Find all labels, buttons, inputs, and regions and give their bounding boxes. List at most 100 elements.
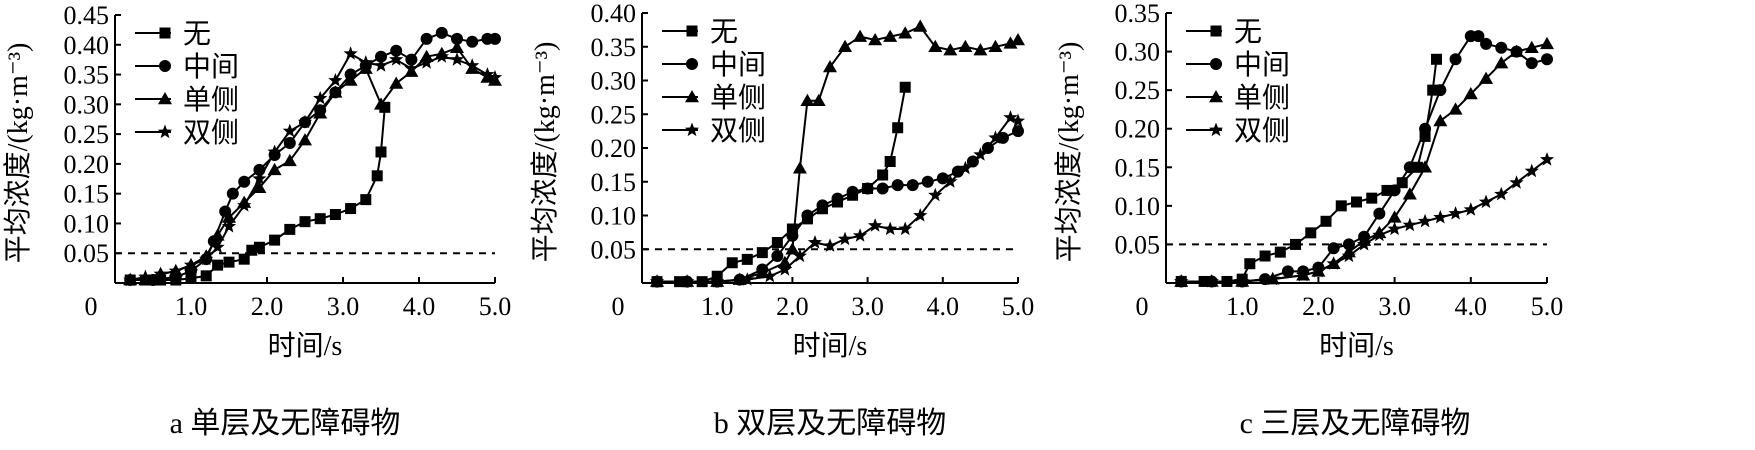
series-triangle — [1174, 36, 1554, 287]
data-point — [951, 165, 964, 178]
data-point — [1373, 207, 1386, 220]
data-point — [1524, 40, 1539, 53]
data-point — [816, 199, 829, 212]
data-point — [465, 58, 480, 72]
legend-marker — [159, 60, 171, 72]
data-point — [1387, 221, 1402, 236]
data-point — [868, 33, 883, 46]
x-tick-label: 3.0 — [327, 292, 360, 321]
legend-label: 单侧 — [1234, 82, 1290, 114]
data-point — [1327, 242, 1340, 255]
legend-label: 单侧 — [183, 84, 239, 116]
data-point — [390, 44, 403, 57]
data-point — [943, 174, 958, 188]
data-point — [1509, 44, 1524, 57]
chart-panel-b: 0 1.0 2.0 3.0 4.0 5.0 0.05 0.10 0.15 0.20 0.25 0.30… — [529, 0, 1034, 440]
x-tick-label: 2.0 — [1302, 292, 1335, 321]
chart-panel-a: 0 1.0 2.0 3.0 4.0 5.0 0.050.100.150.200.250.30… — [2, 1, 511, 440]
data-point — [1357, 236, 1372, 251]
series-triangle — [123, 40, 502, 286]
data-point — [185, 272, 197, 284]
panel-caption: c 三层及无障碍物 — [1240, 407, 1471, 440]
data-point — [822, 238, 838, 252]
data-point — [936, 172, 949, 185]
legend-label: 中间 — [710, 49, 766, 81]
data-point — [1351, 196, 1362, 208]
data-point — [1011, 33, 1025, 46]
data-point — [269, 234, 281, 246]
data-point — [267, 162, 282, 176]
data-point — [852, 228, 868, 242]
y-tick-label: 0.20 — [64, 150, 110, 179]
data-point — [892, 122, 904, 134]
data-point — [1479, 71, 1494, 84]
data-point — [371, 170, 383, 182]
data-point — [1418, 160, 1433, 173]
data-point — [1281, 265, 1294, 278]
data-point — [861, 182, 874, 195]
data-point — [868, 218, 883, 232]
data-point — [1419, 130, 1431, 142]
data-point — [877, 169, 889, 181]
data-point — [375, 146, 387, 158]
data-point — [1478, 194, 1494, 209]
y-tick-label: 0.30 — [1115, 38, 1161, 67]
y-tick-label: 0.10 — [1115, 192, 1161, 221]
data-point — [899, 81, 911, 93]
legend-label: 中间 — [183, 51, 239, 83]
data-point — [1540, 36, 1554, 50]
x-tick-label: 5.0 — [1002, 292, 1035, 321]
y-tick-label: 0.30 — [591, 67, 637, 96]
data-point — [1396, 177, 1408, 189]
x-tick-label: 2.0 — [251, 292, 284, 321]
data-point — [988, 130, 1003, 144]
data-point — [328, 73, 343, 87]
data-point — [921, 175, 934, 188]
data-point — [1010, 113, 1026, 128]
data-point — [374, 97, 388, 110]
data-point — [221, 218, 237, 233]
legend-label: 无 — [710, 17, 738, 48]
data-point — [1427, 84, 1439, 96]
data-point — [313, 90, 328, 105]
legend-label: 无 — [1234, 17, 1262, 48]
data-point — [1449, 53, 1462, 66]
data-point — [199, 251, 214, 266]
data-point — [800, 93, 815, 106]
chart-panel-c: 0 1.0 2.0 3.0 4.0 5.0 0.05 0.10 0.15 0.20 0.25 0.30… — [1053, 0, 1563, 440]
y-tick-label: 0.25 — [1115, 76, 1161, 105]
y-tick-label: 0.05 — [64, 239, 110, 268]
series-circle — [124, 26, 501, 287]
data-point — [298, 133, 312, 146]
x-tick-label: 1.0 — [175, 292, 208, 321]
data-point — [358, 55, 373, 69]
panel-caption: b 双层及无障碍物 — [714, 407, 947, 440]
data-point — [807, 235, 823, 249]
data-point — [1463, 202, 1478, 216]
data-point — [282, 123, 297, 138]
data-point — [771, 250, 784, 262]
legend-marker — [1210, 25, 1222, 37]
data-point — [762, 268, 777, 283]
legend-marker — [159, 27, 171, 39]
y-tick-label: 0.05 — [591, 235, 637, 264]
data-point — [345, 203, 357, 215]
data-point — [487, 70, 503, 84]
data-point — [1448, 206, 1463, 220]
data-point — [1235, 274, 1250, 288]
data-point — [786, 223, 798, 235]
legend-marker — [686, 25, 698, 37]
data-point — [801, 209, 814, 222]
x-axis-title: 时间/s — [1319, 330, 1394, 362]
y-tick-label: 0.05 — [1115, 230, 1161, 259]
data-point — [1244, 258, 1256, 270]
data-point — [1003, 36, 1018, 49]
data-point — [1509, 175, 1524, 189]
data-point — [792, 248, 808, 263]
data-point — [404, 61, 419, 75]
legend-label: 中间 — [1234, 49, 1290, 81]
data-point — [710, 274, 725, 288]
data-point — [210, 228, 225, 241]
